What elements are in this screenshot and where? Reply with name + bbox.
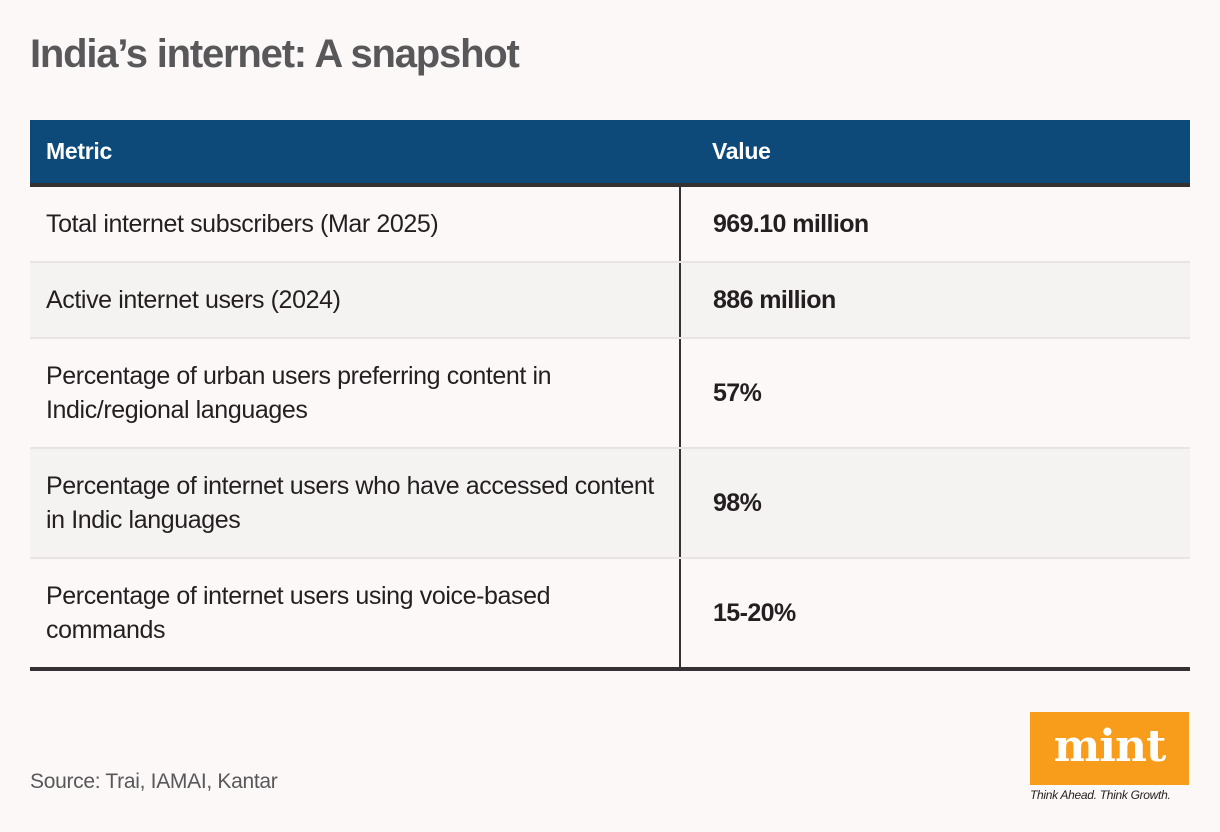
table-header-row: Metric Value [30,120,1190,187]
table-row: Percentage of internet users who have ac… [30,448,1190,559]
data-table: Metric Value Total internet subscribers … [30,120,1190,671]
metric-cell: Total internet subscribers (Mar 2025) [30,185,681,263]
metric-cell: Percentage of urban users preferring con… [30,338,681,449]
column-header-metric: Metric [30,120,680,187]
column-header-value: Value [680,120,1190,187]
metric-cell: Percentage of internet users using voice… [30,558,681,671]
value-cell: 57% [680,338,1190,449]
source-note: Source: Trai, IAMAI, Kantar [30,770,278,793]
logo-wordmark: mint [1053,720,1167,772]
metric-cell: Percentage of internet users who have ac… [30,448,681,559]
table-row: Percentage of urban users preferring con… [30,338,1190,449]
value-cell: 98% [680,448,1190,559]
table-row: Active internet users (2024) 886 million [30,262,1190,339]
metric-cell: Active internet users (2024) [30,262,681,339]
page-title: India’s internet: A snapshot [30,32,520,76]
value-cell: 969.10 million [680,185,1190,263]
logo-tagline: Think Ahead. Think Growth. [1030,788,1171,802]
mint-logo: mint [1030,712,1189,785]
table-row: Total internet subscribers (Mar 2025) 96… [30,185,1190,263]
table-row: Percentage of internet users using voice… [30,558,1190,671]
value-cell: 886 million [680,262,1190,339]
value-cell: 15-20% [680,558,1190,671]
